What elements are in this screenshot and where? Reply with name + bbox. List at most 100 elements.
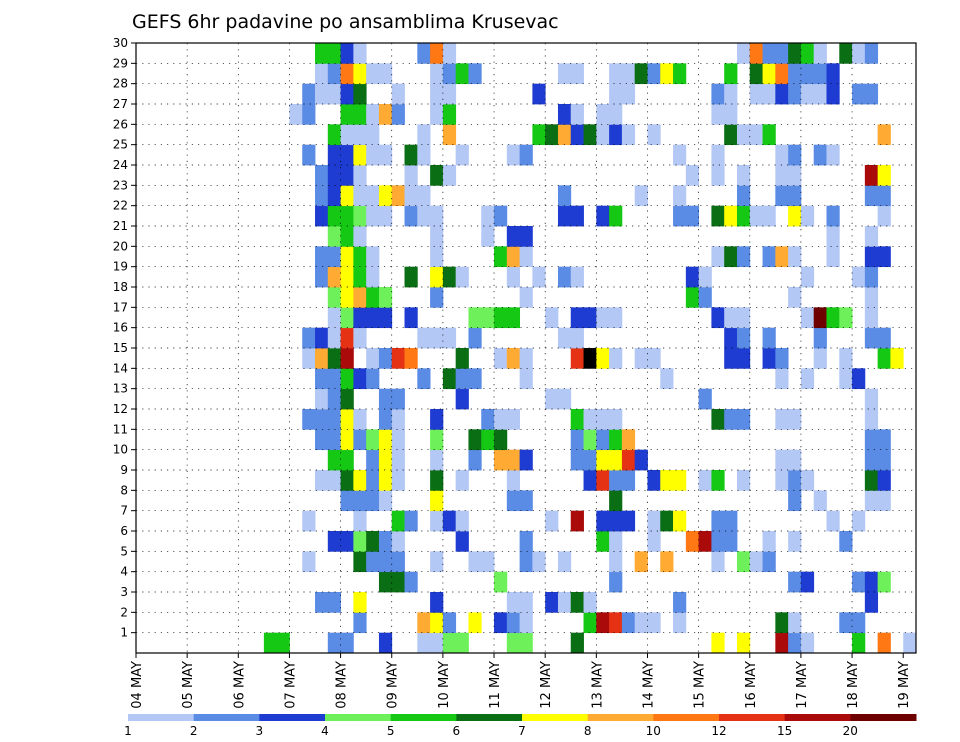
heatmap-cell xyxy=(570,63,584,85)
heatmap-cell xyxy=(749,83,763,105)
heatmap-cell xyxy=(315,327,329,349)
heatmap-cell xyxy=(864,287,879,308)
heatmap-cell xyxy=(762,531,776,552)
heatmap-cell xyxy=(391,571,405,593)
heatmap-cell xyxy=(800,43,815,64)
y-tick-label: 2 xyxy=(120,605,128,619)
heatmap-cell xyxy=(353,531,367,552)
heatmap-cell xyxy=(366,348,380,369)
heatmap-cell xyxy=(711,470,725,491)
heatmap-cell xyxy=(442,83,457,105)
heatmap-cell xyxy=(570,449,584,471)
heatmap-cell xyxy=(417,327,431,349)
heatmap-cell xyxy=(315,266,329,288)
heatmap-cell xyxy=(557,63,572,85)
heatmap-cell xyxy=(736,43,751,64)
heatmap-cell xyxy=(609,510,623,532)
heatmap-cell xyxy=(673,63,687,85)
heatmap-cell xyxy=(302,327,316,349)
heatmap-cell xyxy=(315,470,329,491)
heatmap-cell xyxy=(532,551,546,573)
heatmap-cell xyxy=(877,632,891,654)
heatmap-cell xyxy=(340,246,354,268)
heatmap-cell xyxy=(736,307,751,329)
heatmap-cell xyxy=(813,348,827,369)
heatmap-cell xyxy=(468,612,482,634)
heatmap-cell xyxy=(430,246,444,268)
heatmap-cell xyxy=(417,185,431,207)
heatmap-cell xyxy=(366,205,380,227)
heatmap-cell xyxy=(340,165,354,186)
heatmap-cell xyxy=(545,124,559,146)
heatmap-cell xyxy=(583,348,597,369)
heatmap-cell xyxy=(788,287,802,308)
y-tick-label: 12 xyxy=(113,402,128,416)
heatmap-cell xyxy=(711,531,725,552)
heatmap-cell xyxy=(736,409,751,430)
heatmap-cell xyxy=(391,409,405,430)
heatmap-cell xyxy=(378,490,393,512)
heatmap-cell xyxy=(327,409,341,430)
heatmap-cell xyxy=(455,63,469,85)
heatmap-cell xyxy=(762,63,776,85)
heatmap-cell xyxy=(404,165,418,186)
heatmap-cell xyxy=(366,104,380,125)
heatmap-cell xyxy=(736,246,751,268)
heatmap-cell xyxy=(468,551,482,573)
heatmap-cell xyxy=(340,348,354,369)
heatmap-cell xyxy=(378,287,393,308)
heatmap-cell xyxy=(378,144,393,166)
heatmap-cell xyxy=(327,83,341,105)
heatmap-cell xyxy=(378,388,393,410)
heatmap-cell xyxy=(839,43,853,64)
heatmap-cell xyxy=(494,246,508,268)
heatmap-cell xyxy=(430,470,444,491)
heatmap-cell xyxy=(864,226,879,247)
heatmap-cell xyxy=(724,409,738,430)
heatmap-cell xyxy=(775,185,789,207)
heatmap-cell xyxy=(327,429,341,451)
heatmap-cell xyxy=(621,429,636,451)
x-tick-label: 17 MAY xyxy=(795,661,810,709)
heatmap-cell xyxy=(724,124,738,146)
heatmap-cell xyxy=(455,266,469,288)
heatmap-cell xyxy=(570,307,584,329)
heatmap-cell xyxy=(494,307,508,329)
heatmap-cell xyxy=(353,612,367,634)
heatmap-cell xyxy=(826,63,840,85)
heatmap-cell xyxy=(673,510,687,532)
heatmap-cell xyxy=(736,551,751,573)
heatmap-cell xyxy=(353,226,367,247)
heatmap-cell xyxy=(366,307,380,329)
heatmap-cell xyxy=(391,83,405,105)
heatmap-cell xyxy=(852,43,866,64)
heatmap-cell xyxy=(583,429,597,451)
x-tick-label: 08 MAY xyxy=(335,661,350,709)
heatmap-cell xyxy=(864,165,879,186)
heatmap-cell xyxy=(366,470,380,491)
heatmap-cell xyxy=(647,510,661,532)
heatmap-cell xyxy=(506,449,521,471)
heatmap-cell xyxy=(519,592,533,613)
heatmap-cell xyxy=(826,144,840,166)
heatmap-cell xyxy=(391,104,405,125)
heatmap-cell xyxy=(826,246,840,268)
heatmap-cell xyxy=(634,63,648,85)
heatmap-cell xyxy=(596,612,610,634)
heatmap-cell xyxy=(315,63,329,85)
heatmap-cell xyxy=(353,592,367,613)
heatmap-cell xyxy=(813,490,827,512)
heatmap-cell xyxy=(315,185,329,207)
heatmap-cell xyxy=(340,185,354,207)
heatmap-cell xyxy=(378,449,393,471)
heatmap-cell xyxy=(852,510,866,532)
y-tick-label: 20 xyxy=(113,239,128,253)
heatmap-cell xyxy=(340,205,354,227)
heatmap-cell xyxy=(519,531,533,552)
heatmap-cell xyxy=(391,510,405,532)
heatmap-cell xyxy=(877,327,891,349)
heatmap-cell xyxy=(596,510,610,532)
y-tick-label: 29 xyxy=(113,56,128,70)
heatmap-cell xyxy=(570,266,584,288)
heatmap-cell xyxy=(353,307,367,329)
